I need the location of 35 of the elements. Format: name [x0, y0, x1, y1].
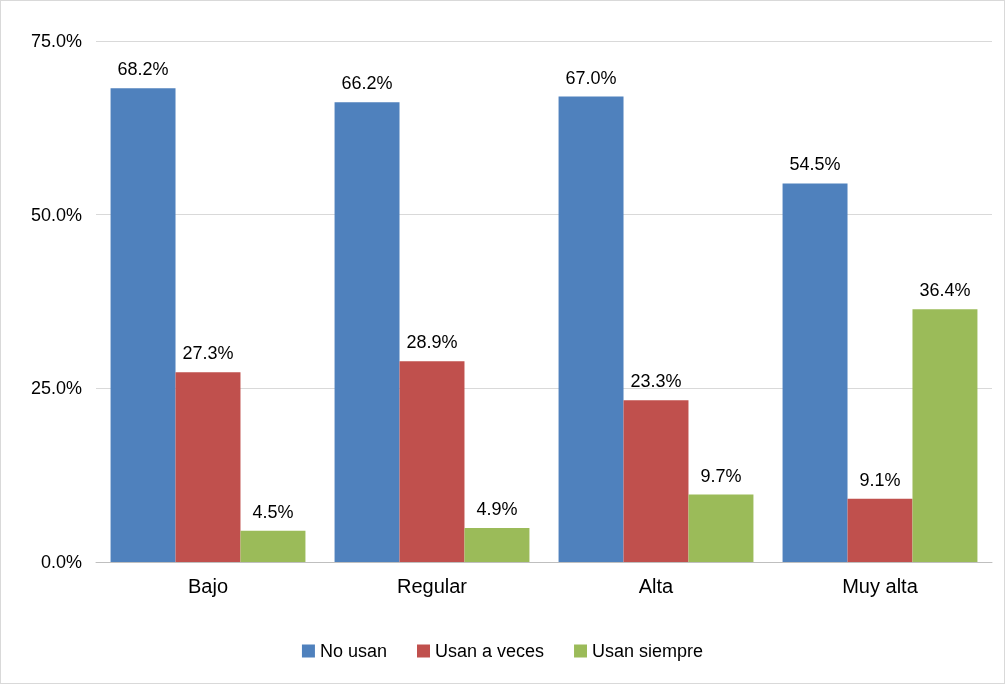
x-tick-label: Bajo: [187, 575, 229, 597]
data-label: 9.7%: [700, 465, 742, 486]
data-label: 23.3%: [630, 371, 682, 392]
data-label: 68.2%: [117, 59, 169, 80]
bar: [110, 88, 176, 562]
x-tick-label: Alta: [638, 575, 675, 597]
bar: [240, 530, 306, 562]
bar: [782, 183, 848, 562]
data-label: 67.0%: [565, 67, 617, 88]
data-label: 28.9%: [406, 332, 458, 353]
data-label: 27.3%: [182, 343, 234, 364]
data-label: 66.2%: [341, 73, 393, 94]
y-tick-label: 50.0%: [30, 204, 82, 225]
legend-label: Usan a veces: [434, 641, 545, 661]
bar: [847, 498, 913, 562]
bar: [912, 309, 978, 562]
x-tick-label: Muy alta: [842, 575, 919, 597]
bar: [399, 361, 465, 562]
bar: [558, 96, 624, 562]
y-tick-label: 0.0%: [40, 552, 82, 572]
y-tick-label: 25.0%: [30, 378, 82, 399]
data-label: 9.1%: [859, 469, 901, 490]
data-label: 54.5%: [789, 154, 841, 175]
legend-label: Usan siempre: [592, 641, 704, 661]
bar: [688, 494, 754, 562]
data-label: 4.9%: [476, 498, 518, 519]
bar: [464, 527, 530, 562]
x-tick-label: Regular: [396, 575, 468, 597]
bar: [623, 400, 689, 562]
data-label: 36.4%: [919, 280, 971, 301]
bar: [175, 372, 241, 562]
y-tick-label: 75.0%: [30, 31, 82, 51]
data-label: 4.5%: [252, 501, 294, 522]
bar: [334, 102, 400, 562]
legend-label: No usan: [319, 641, 387, 661]
